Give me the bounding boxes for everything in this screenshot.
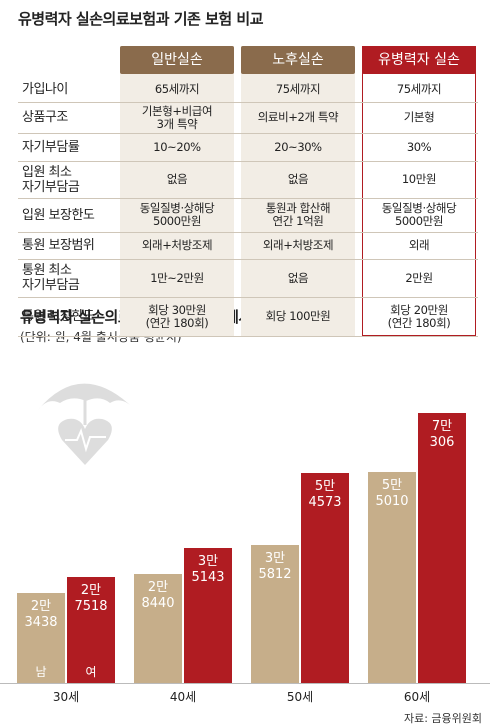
row-separator — [18, 259, 478, 260]
value-label: 2만 3438 — [24, 598, 58, 630]
value-label: 3만 5812 — [258, 551, 292, 583]
table-cell: 외래 — [408, 238, 430, 252]
table-cell: 1만~2만원 — [150, 270, 204, 285]
column-bg — [241, 46, 355, 336]
row-separator — [18, 161, 478, 162]
row-label: 통원 보장범위 — [22, 238, 95, 253]
table-cell: 동일질병·상해당 5000만원 — [139, 201, 215, 228]
value-label: 2만 8440 — [141, 579, 175, 611]
row-label: 가입나이 — [22, 81, 68, 97]
table-cell: 75세까지 — [396, 81, 442, 96]
table-cell: 의료비+2개 특약 — [257, 110, 339, 124]
table-cell: 20~30% — [274, 139, 322, 154]
table-cell: 10~20% — [153, 139, 201, 154]
table-cell: 30% — [406, 139, 432, 154]
x-tick-label: 40세 — [169, 690, 197, 704]
bar — [67, 577, 115, 683]
x-tick-label: 30세 — [52, 690, 80, 704]
legend-entry: 남 — [35, 665, 47, 679]
row-separator — [18, 198, 478, 199]
bar — [134, 573, 182, 683]
value-label: 7만 306 — [429, 419, 455, 450]
row-label: 통원 최소 자기부담금 — [22, 263, 80, 293]
value-label: 5만 4573 — [308, 479, 342, 511]
table-cell: 없음 — [287, 270, 309, 285]
value-label: 5만 5010 — [375, 477, 409, 509]
column-header: 노후실손 — [241, 46, 355, 74]
legend-entry: 여 — [85, 665, 97, 679]
table-title: 유병력자 실손의료보험과 기존 보험 비교 — [18, 10, 264, 28]
table-cell: 10만원 — [401, 172, 437, 186]
table-cell: 회당 30만원 (연간 180회) — [145, 302, 209, 330]
table-cell: 75세까지 — [275, 81, 321, 96]
table-cell: 통원과 합산해 연간 1억원 — [265, 201, 331, 228]
table-cell: 없음 — [287, 172, 309, 186]
table-cell: 외래+처방조제 — [262, 238, 334, 252]
row-separator — [18, 133, 478, 134]
table-cell: 기본형+비급여 3개 특약 — [141, 103, 213, 131]
table-cell: 회당 20만원 (연간 180회) — [387, 302, 451, 330]
table-cell: 회당 100만원 — [265, 309, 331, 323]
table-cell: 기본형 — [403, 110, 435, 124]
column-header: 일반실손 — [120, 46, 234, 74]
table-cell: 없음 — [166, 172, 188, 186]
baseline — [0, 683, 490, 684]
bar — [184, 548, 232, 683]
row-label: 입원 최소 자기부담금 — [22, 164, 80, 195]
bar — [301, 473, 349, 683]
row-label: 입원 보장한도 — [22, 207, 95, 223]
table-cell: 2만원 — [405, 270, 433, 285]
value-label: 2만 7518 — [74, 583, 108, 615]
bar — [368, 471, 416, 683]
row-separator — [18, 297, 478, 298]
x-tick-label: 60세 — [403, 690, 431, 704]
bar — [418, 413, 466, 683]
bar — [17, 592, 65, 683]
column-header: 유병력자 실손 — [362, 46, 476, 74]
bar — [251, 545, 299, 683]
row-separator — [18, 102, 478, 103]
x-tick-label: 50세 — [286, 690, 314, 704]
row-separator — [18, 232, 478, 233]
table-cell: 동일질병·상해당 5000만원 — [381, 201, 457, 228]
column-bg — [120, 46, 234, 336]
table-cell: 65세까지 — [154, 81, 200, 96]
value-label: 3만 5143 — [191, 554, 225, 586]
umbrella-icon — [38, 383, 130, 465]
row-label: 통원 보장한도 — [22, 309, 95, 324]
row-label: 자기부담률 — [22, 139, 80, 155]
source: 자료: 금융위원회 — [403, 712, 482, 725]
row-separator — [18, 336, 478, 337]
table-cell: 외래+처방조제 — [141, 238, 213, 252]
row-label: 상품구조 — [22, 110, 68, 125]
